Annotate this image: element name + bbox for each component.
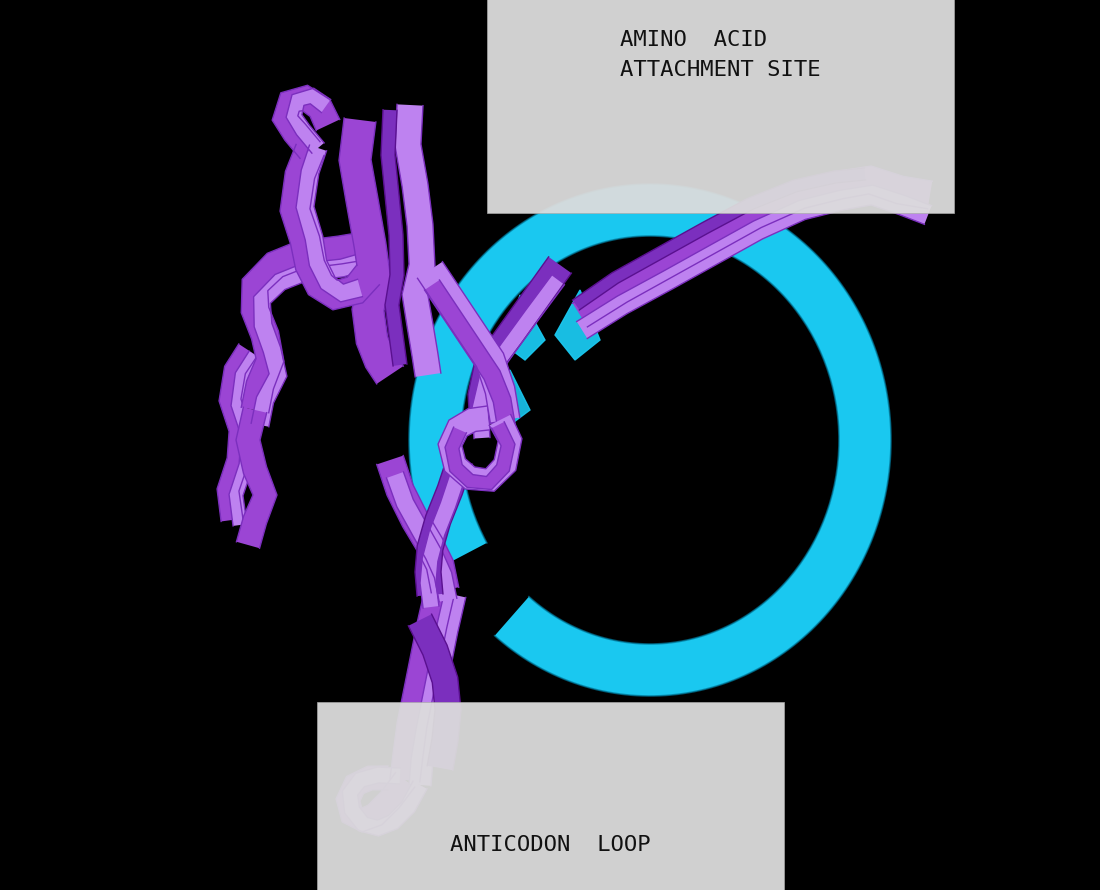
- Polygon shape: [395, 104, 441, 377]
- Polygon shape: [505, 295, 544, 360]
- Polygon shape: [229, 352, 261, 526]
- Polygon shape: [425, 280, 516, 432]
- Polygon shape: [337, 766, 415, 832]
- Polygon shape: [286, 88, 331, 153]
- Polygon shape: [420, 473, 465, 608]
- Polygon shape: [342, 767, 427, 836]
- Polygon shape: [468, 257, 571, 426]
- Polygon shape: [376, 456, 459, 593]
- Polygon shape: [236, 408, 277, 548]
- Polygon shape: [556, 290, 600, 360]
- Polygon shape: [573, 168, 866, 310]
- Polygon shape: [409, 593, 465, 786]
- Polygon shape: [296, 145, 362, 302]
- Text: ANTICODON  LOOP: ANTICODON LOOP: [450, 835, 650, 855]
- Polygon shape: [415, 456, 472, 596]
- Polygon shape: [490, 370, 530, 425]
- Polygon shape: [446, 422, 515, 490]
- Polygon shape: [241, 231, 372, 413]
- Polygon shape: [339, 118, 404, 384]
- Polygon shape: [472, 275, 564, 439]
- Polygon shape: [576, 185, 932, 338]
- Polygon shape: [251, 251, 373, 427]
- Polygon shape: [438, 406, 521, 491]
- Polygon shape: [381, 109, 407, 366]
- Polygon shape: [390, 587, 454, 781]
- Text: AMINO  ACID
ATTACHMENT SITE: AMINO ACID ATTACHMENT SITE: [620, 30, 821, 79]
- Polygon shape: [217, 344, 257, 522]
- Polygon shape: [408, 614, 461, 770]
- Polygon shape: [418, 262, 520, 423]
- Polygon shape: [386, 472, 456, 602]
- Polygon shape: [573, 166, 933, 327]
- Polygon shape: [280, 144, 380, 310]
- Polygon shape: [272, 85, 340, 158]
- Polygon shape: [409, 184, 891, 696]
